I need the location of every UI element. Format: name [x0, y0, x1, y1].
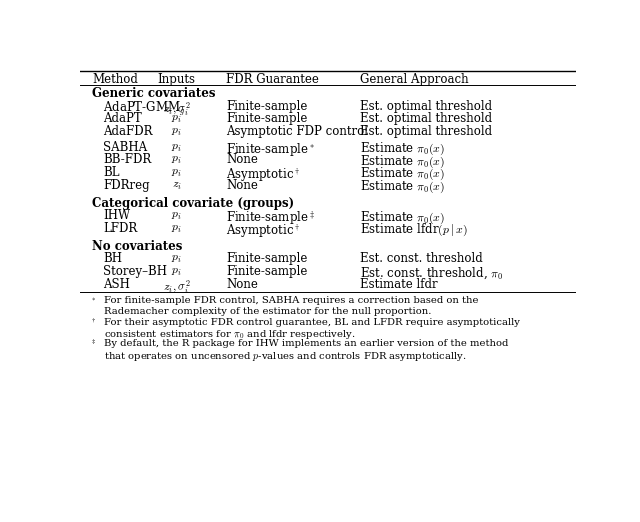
Text: Categorical covariate (groups): Categorical covariate (groups)	[92, 197, 294, 210]
Text: ASH: ASH	[103, 278, 130, 291]
Text: AdaFDR: AdaFDR	[103, 125, 153, 138]
Text: $z_i, \sigma_i^2$: $z_i, \sigma_i^2$	[163, 100, 191, 117]
Text: that operates on uncensored $p$-values and controls FDR asymptotically.: that operates on uncensored $p$-values a…	[104, 350, 467, 363]
Text: Est. const. threshold: Est. const. threshold	[360, 253, 483, 265]
Text: General Approach: General Approach	[360, 74, 469, 87]
Text: No covariates: No covariates	[92, 240, 183, 253]
Text: Finite-sample: Finite-sample	[227, 112, 308, 125]
Text: Estimate $\pi_0(x)$: Estimate $\pi_0(x)$	[360, 209, 445, 226]
Text: $z_i$: $z_i$	[172, 179, 182, 192]
Text: Generic covariates: Generic covariates	[92, 87, 216, 100]
Text: Finite-sample: Finite-sample	[227, 253, 308, 265]
Text: $p_i$: $p_i$	[172, 153, 182, 167]
Text: $p_i$: $p_i$	[172, 112, 182, 125]
Text: Estimate $\pi_0(x)$: Estimate $\pi_0(x)$	[360, 153, 445, 170]
Text: FDR Guarantee: FDR Guarantee	[227, 74, 319, 87]
Text: FDRreg: FDRreg	[103, 179, 150, 192]
Text: $p_i$: $p_i$	[172, 166, 182, 179]
Text: AdaPT-GMM$_g$: AdaPT-GMM$_g$	[103, 100, 186, 118]
Text: Estimate $\pi_0(x)$: Estimate $\pi_0(x)$	[360, 166, 445, 182]
Text: $p_i$: $p_i$	[172, 253, 182, 265]
Text: Asymptotic$^\dagger$: Asymptotic$^\dagger$	[227, 166, 301, 184]
Text: consistent estimators for $\pi_0$ and lfdr respectively.: consistent estimators for $\pi_0$ and lf…	[104, 328, 355, 341]
Text: Est. optimal threshold: Est. optimal threshold	[360, 100, 492, 113]
Text: Finite-sample$^\ddagger$: Finite-sample$^\ddagger$	[227, 209, 316, 227]
Text: Est. const. threshold, $\pi_0$: Est. const. threshold, $\pi_0$	[360, 265, 503, 280]
Text: Finite-sample$^*$: Finite-sample$^*$	[227, 141, 315, 158]
Text: Estimate $\pi_0(x)$: Estimate $\pi_0(x)$	[360, 179, 445, 195]
Text: BH: BH	[103, 253, 122, 265]
Text: Method: Method	[92, 74, 138, 87]
Text: Estimate lfdr: Estimate lfdr	[360, 278, 438, 291]
Text: Est. optimal threshold: Est. optimal threshold	[360, 125, 492, 138]
Text: $p_i$: $p_i$	[172, 265, 182, 278]
Text: Est. optimal threshold: Est. optimal threshold	[360, 112, 492, 125]
Text: None: None	[227, 179, 258, 192]
Text: None: None	[227, 153, 258, 167]
Text: Estimate $\pi_0(x)$: Estimate $\pi_0(x)$	[360, 141, 445, 157]
Text: Rademacher complexity of the estimator for the null proportion.: Rademacher complexity of the estimator f…	[104, 307, 431, 316]
Text: AdaPT: AdaPT	[103, 112, 142, 125]
Text: Asymptotic$^\dagger$: Asymptotic$^\dagger$	[227, 222, 301, 240]
Text: $p_i$: $p_i$	[172, 125, 182, 138]
Text: IHW: IHW	[103, 209, 131, 222]
Text: Estimate lfdr$(p \mid x)$: Estimate lfdr$(p \mid x)$	[360, 222, 468, 238]
Text: LFDR: LFDR	[103, 222, 138, 235]
Text: $^\ddagger$: $^\ddagger$	[90, 339, 97, 348]
Text: $^*$: $^*$	[90, 296, 97, 305]
Text: BB-FDR: BB-FDR	[103, 153, 152, 167]
Text: None: None	[227, 278, 258, 291]
Text: For finite-sample FDR control, SABHA requires a correction based on the: For finite-sample FDR control, SABHA req…	[104, 296, 478, 305]
Text: $p_i$: $p_i$	[172, 141, 182, 154]
Text: Finite-sample: Finite-sample	[227, 100, 308, 113]
Text: $^\dagger$: $^\dagger$	[90, 317, 97, 327]
Text: $z_i, \sigma_i^2$: $z_i, \sigma_i^2$	[163, 278, 191, 295]
Text: $p_i$: $p_i$	[172, 209, 182, 222]
Text: Storey–BH: Storey–BH	[103, 265, 167, 278]
Text: BL: BL	[103, 166, 120, 179]
Text: $p_i$: $p_i$	[172, 222, 182, 235]
Text: For their asymptotic FDR control guarantee, BL and LFDR require asymptotically: For their asymptotic FDR control guarant…	[104, 317, 520, 327]
Text: Asymptotic FDP control: Asymptotic FDP control	[227, 125, 369, 138]
Text: Inputs: Inputs	[157, 74, 196, 87]
Text: By default, the R package for IHW implements an earlier version of the method: By default, the R package for IHW implem…	[104, 339, 508, 348]
Text: Finite-sample: Finite-sample	[227, 265, 308, 278]
Text: SABHA: SABHA	[103, 141, 147, 154]
